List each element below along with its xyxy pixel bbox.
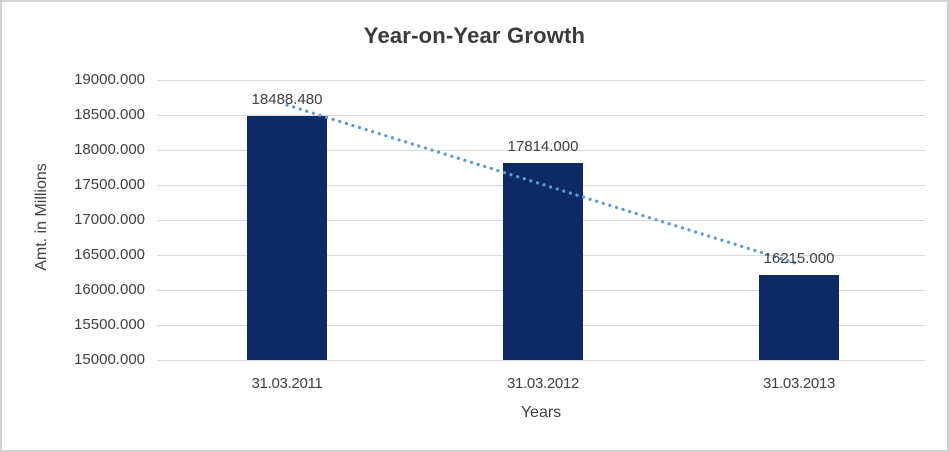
x-axis-tick-label: 31.03.2012 — [506, 375, 580, 392]
gridline — [157, 360, 925, 361]
bar-31.03.2011 — [247, 116, 327, 360]
y-axis-tick-label: 15500.000 — [74, 316, 145, 333]
y-axis-tick-label: 16500.000 — [74, 246, 145, 263]
bar-31.03.2013 — [759, 275, 839, 360]
y-axis-tick-label: 17500.000 — [74, 176, 145, 193]
x-axis-tick-label: 31.03.2013 — [762, 375, 836, 392]
y-axis-tick-label: 17000.000 — [74, 211, 145, 228]
bar-31.03.2012 — [503, 163, 583, 360]
x-axis-title: Years — [520, 404, 562, 421]
data-label: 18488.480 — [251, 91, 323, 108]
chart-title: Year-on-Year Growth — [363, 23, 586, 48]
y-axis-title: Amt. in Millions — [33, 163, 50, 271]
y-axis-tick-label: 18500.000 — [74, 106, 145, 123]
y-axis-tick-label: 18000.000 — [74, 141, 145, 158]
y-axis-tick-label: 19000.000 — [74, 71, 145, 88]
data-label: 17814.000 — [507, 138, 579, 155]
data-label: 16215.000 — [763, 250, 835, 267]
x-axis-tick-label: 31.03.2011 — [251, 375, 323, 392]
y-axis-tick-label: 15000.000 — [74, 351, 145, 368]
gridline — [157, 80, 925, 81]
y-axis-tick-label: 16000.000 — [74, 281, 145, 298]
